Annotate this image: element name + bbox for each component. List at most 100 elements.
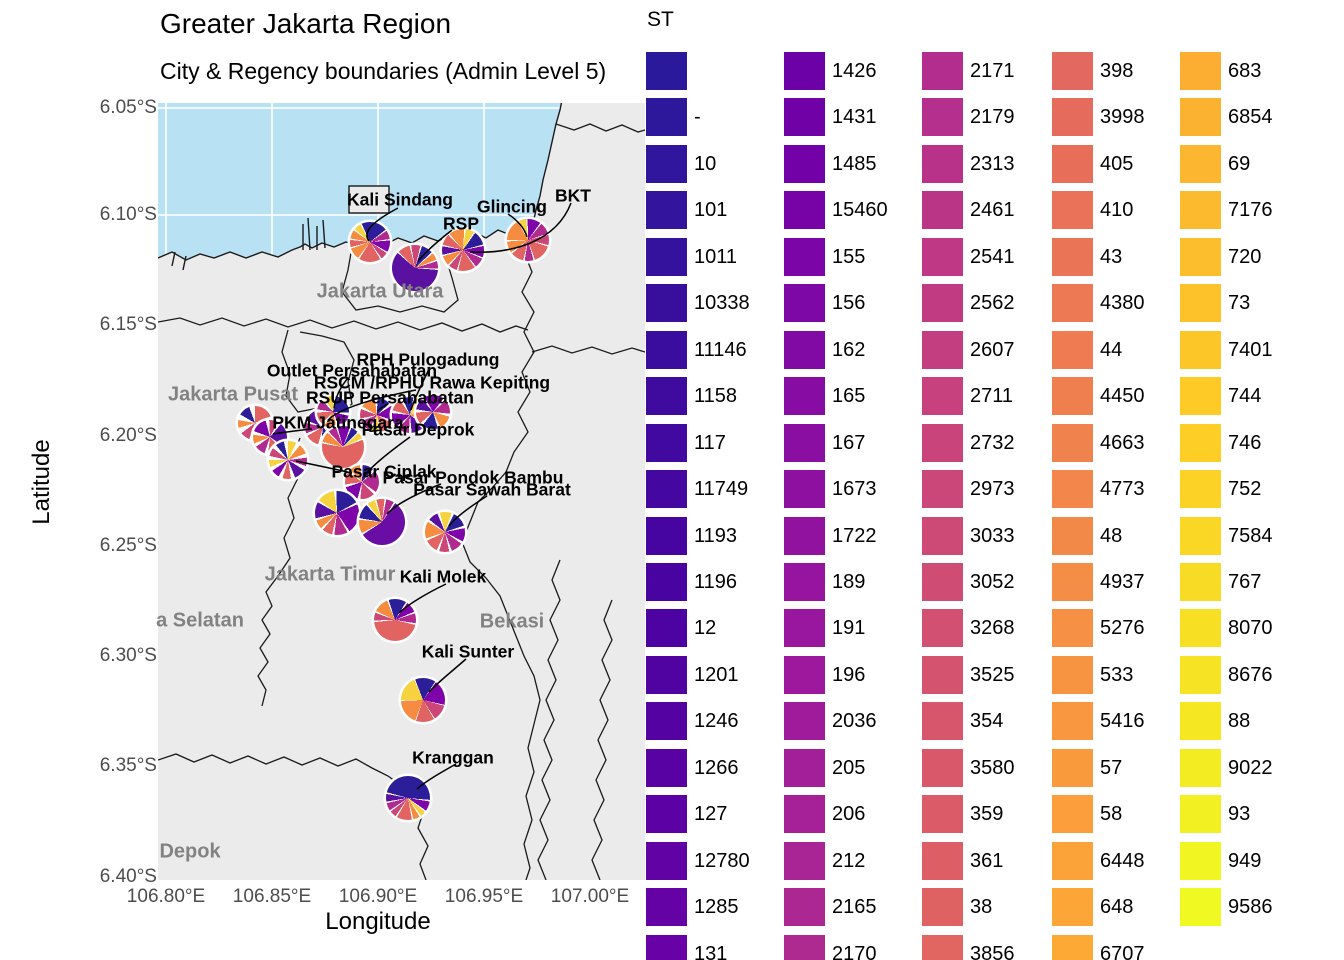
legend-swatch (922, 748, 963, 787)
legend-label: 8070 (1228, 617, 1273, 640)
legend-label: 1011 (694, 245, 738, 268)
legend-label: 2171 (970, 60, 1015, 82)
place-label: Kali Sunter (421, 641, 515, 662)
legend-label: 398 (1100, 60, 1134, 82)
legend-swatch (784, 609, 825, 648)
legend-swatch (646, 144, 687, 183)
legend-swatch (1180, 98, 1221, 137)
legend-swatch (922, 516, 963, 555)
legend-swatch (922, 98, 963, 137)
pie-marker (507, 219, 549, 261)
legend-swatch (646, 284, 687, 323)
legend-swatch (784, 516, 825, 555)
legend-swatch (646, 423, 687, 462)
legend-label: 1196 (694, 570, 738, 593)
legend-swatch (784, 144, 825, 183)
legend-label: 44 (1100, 338, 1123, 361)
legend-label: 2711 (970, 385, 1014, 408)
legend-label: 127 (694, 803, 728, 826)
place-label: Pasar Pondok Bambu (382, 467, 564, 488)
legend-label: 196 (832, 663, 866, 686)
legend-label: 359 (970, 803, 1004, 826)
legend-swatch (1052, 52, 1093, 90)
legend-swatch (646, 562, 687, 601)
legend-swatch (784, 562, 825, 601)
region-label: Bekasi (479, 610, 545, 633)
legend-label: 205 (832, 756, 866, 779)
legend-swatch (1052, 841, 1093, 880)
legend-swatch (1052, 934, 1093, 960)
legend-label: 405 (1100, 152, 1134, 175)
legend-label: 11749 (694, 478, 749, 501)
legend-label: 648 (1100, 896, 1134, 919)
legend-label: 2461 (970, 199, 1015, 222)
legend-title: ST (647, 8, 674, 31)
legend-swatch (1052, 284, 1093, 323)
legend-swatch (784, 98, 825, 137)
legend-label: 683 (1228, 60, 1262, 82)
legend-label: 2170 (832, 942, 877, 960)
legend-swatch (646, 516, 687, 555)
legend-label: 131 (694, 942, 728, 960)
legend-swatch (1052, 98, 1093, 137)
legend-label: 117 (694, 431, 726, 454)
legend-swatch (646, 795, 687, 834)
legend-swatch (646, 377, 687, 416)
legend-label: 165 (832, 385, 866, 408)
place-label: Glincing (477, 196, 547, 217)
legend-swatch (1052, 562, 1093, 601)
legend-label: 6854 (1228, 106, 1273, 129)
legend-label: 752 (1228, 478, 1262, 501)
legend-label: 43 (1100, 245, 1123, 268)
legend-label: 4380 (1100, 292, 1145, 315)
legend-swatch (646, 702, 687, 741)
plot-subtitle: City & Regency boundaries (Admin Level 5… (160, 58, 607, 84)
legend-label: 410 (1100, 199, 1134, 222)
legend-swatch (1052, 377, 1093, 416)
legend-label: 3856 (970, 942, 1015, 960)
legend-swatch (784, 237, 825, 276)
legend-swatch (646, 841, 687, 880)
legend-swatch (1180, 52, 1221, 90)
legend-swatch (1180, 284, 1221, 323)
legend-swatch (784, 377, 825, 416)
legend-label: 4450 (1100, 385, 1145, 408)
legend-label: 1193 (694, 524, 738, 547)
legend-swatch (784, 52, 825, 90)
legend-label: 767 (1228, 570, 1262, 593)
place-label: RPH Pulogadung (356, 349, 500, 370)
legend-label: 10338 (694, 292, 750, 315)
legend-swatch (646, 748, 687, 787)
legend-swatch (922, 888, 963, 927)
legend-swatch (922, 144, 963, 183)
legend-label: 2607 (970, 338, 1015, 361)
legend-swatch (922, 562, 963, 601)
legend-swatch (1180, 144, 1221, 183)
pie-marker (386, 776, 430, 820)
legend-label: 9586 (1228, 896, 1273, 919)
legend-swatch (1052, 423, 1093, 462)
legend-swatch (784, 655, 825, 694)
y-tick-label: 6.40°S (99, 866, 157, 887)
legend-swatch (1052, 516, 1093, 555)
legend-swatch (1180, 470, 1221, 509)
legend-swatch (922, 841, 963, 880)
legend-label: 4663 (1100, 431, 1145, 454)
legend-swatch (646, 609, 687, 648)
legend-swatch (922, 284, 963, 323)
legend-label: 3268 (970, 617, 1015, 640)
legend-label: 10 (694, 152, 717, 175)
legend-label: 3033 (970, 524, 1015, 547)
legend-label: 1673 (832, 478, 877, 501)
pie-marker (374, 599, 416, 641)
legend-label: 5276 (1100, 617, 1145, 640)
legend-label: 5416 (1100, 710, 1145, 733)
legend-swatch (784, 702, 825, 741)
legend-label: 2313 (970, 152, 1015, 175)
legend-label: 12 (694, 617, 717, 640)
legend-swatch (646, 934, 687, 960)
legend-swatch (1180, 377, 1221, 416)
legend-label: 1485 (832, 152, 877, 175)
region-label: Jakarta Pusat (167, 383, 299, 406)
